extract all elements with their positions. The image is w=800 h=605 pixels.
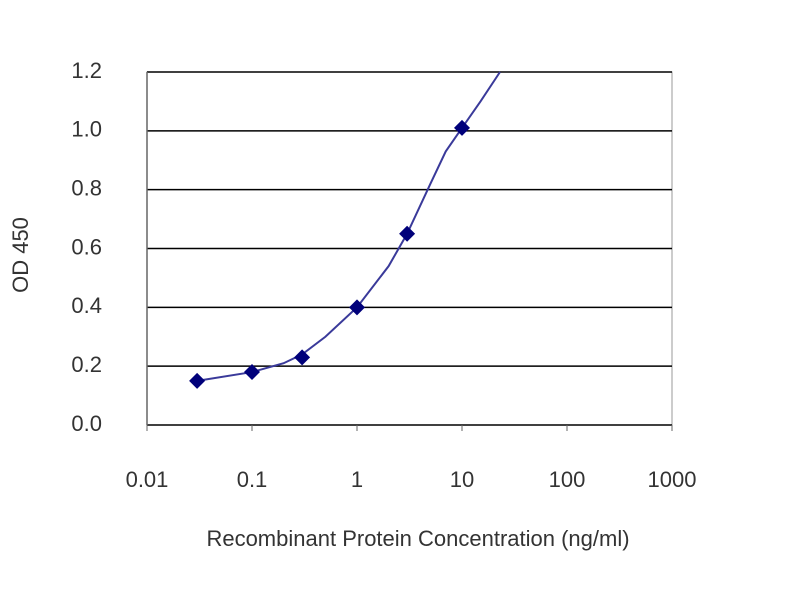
data-point	[294, 349, 311, 366]
x-tick-label: 0.01	[126, 467, 169, 492]
y-tick-label: 0.4	[71, 293, 102, 318]
x-tick-label: 10	[450, 467, 474, 492]
y-axis-label: OD 450	[8, 217, 33, 293]
x-tick-label: 1000	[648, 467, 697, 492]
data-point	[244, 364, 260, 381]
y-tick-label: 1.2	[71, 58, 102, 83]
x-axis-label: Recombinant Protein Concentration (ng/ml…	[206, 526, 629, 551]
y-tick-label: 0.2	[71, 352, 102, 377]
data-point	[189, 372, 206, 389]
y-tick-label: 1.0	[71, 117, 102, 142]
data-point	[349, 299, 365, 316]
y-tick-label: 0.8	[71, 175, 102, 200]
data-point	[399, 225, 416, 242]
x-tick-label: 0.1	[237, 467, 268, 492]
x-tick-label: 1	[351, 467, 363, 492]
data-point	[454, 119, 470, 136]
y-tick-label: 0.0	[71, 411, 102, 436]
x-tick-label: 100	[549, 467, 586, 492]
y-tick-label: 0.6	[71, 234, 102, 259]
